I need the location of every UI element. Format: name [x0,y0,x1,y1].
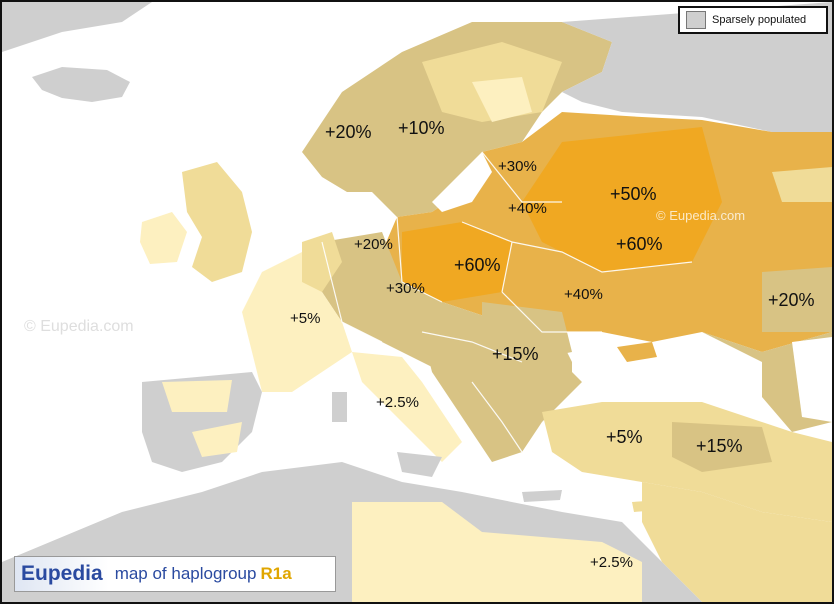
kazakh-steppe [762,267,832,332]
haplogroup-name: R1a [260,564,292,583]
freq-label-france: +5% [290,310,321,327]
great-britain [182,162,252,282]
middle-east [642,482,832,602]
eastern-anatolia [672,422,772,472]
egypt-libya-coast [352,502,642,602]
urals-patch [772,167,832,202]
freq-label-baltic: +30% [498,158,537,175]
freq-label-western-russia: +60% [616,234,663,254]
iberia-south [192,422,242,457]
freq-label-poland: +60% [454,255,501,275]
brand-name: Eupedia [15,557,109,591]
ireland [140,212,187,264]
cyprus [632,500,662,512]
watermark-west: © Eupedia.com [24,318,134,335]
corsica [332,392,347,422]
freq-label-norway: +20% [325,122,372,142]
crete [522,490,562,502]
freq-label-germany: +20% [354,236,393,253]
freq-label-caucasus: +20% [768,290,815,310]
legend-label: Sparsely populated [712,14,807,26]
france [242,242,352,392]
caspian-sea [792,337,832,422]
crimea [617,342,657,362]
russia-arctic [562,2,832,132]
legend-swatch-sparse [686,11,706,29]
sicily [397,452,442,477]
freq-label-belarus: +40% [508,200,547,217]
freq-label-italy: +2.5% [376,394,419,411]
freq-label-anatolia: +5% [606,427,643,447]
freq-label-czechia: +30% [386,280,425,297]
freq-label-eastern-anatolia: +15% [696,436,743,456]
legend: Sparsely populated [678,6,828,34]
iberia-north [162,380,232,412]
title-text: map of haplogroup [114,564,257,583]
map-title: Eupedia map of haplogroup R1a [14,556,336,592]
finland-light [472,77,532,122]
benelux [302,232,342,292]
hungary-romania [482,302,572,362]
greenland-region [2,2,152,52]
russia-core [522,127,722,272]
freq-label-balkans: +15% [492,344,539,364]
freq-label-levant: +2.5% [590,554,633,571]
watermark-east: © Eupedia.com [656,208,746,223]
borders [321,151,693,453]
iceland [32,67,130,102]
freq-label-russia: +50% [610,184,657,204]
baltic-sea [432,152,492,212]
poland-core [402,222,512,302]
freq-label-ukraine: +40% [564,286,603,303]
italy [352,352,462,462]
freq-label-sweden: +10% [398,118,445,138]
